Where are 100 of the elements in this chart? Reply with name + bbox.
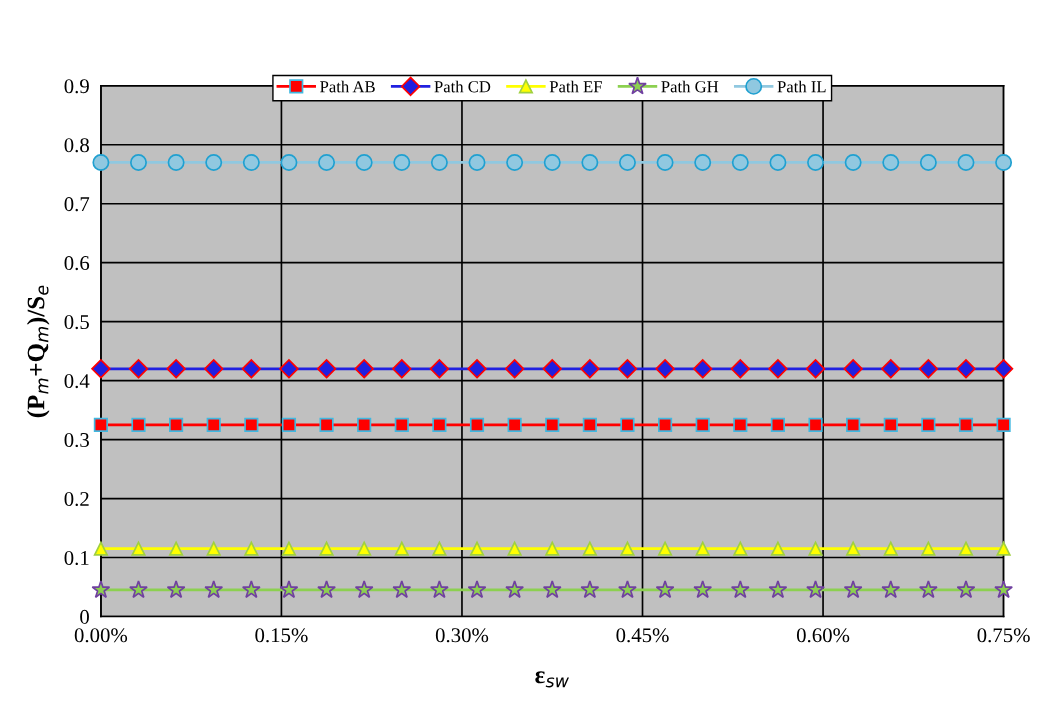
point	[808, 541, 823, 556]
y-tick-label: 0.3	[64, 432, 89, 448]
point	[469, 417, 485, 432]
point	[655, 580, 675, 599]
point	[921, 541, 936, 556]
point	[695, 417, 710, 432]
point	[206, 541, 221, 556]
point	[279, 359, 299, 379]
point	[281, 417, 297, 432]
point	[958, 417, 974, 432]
point	[693, 580, 713, 599]
point	[881, 580, 901, 599]
legend-label: Path GH	[661, 80, 719, 93]
point	[319, 541, 334, 556]
point	[582, 417, 597, 432]
point	[507, 417, 522, 432]
point	[166, 359, 186, 379]
point	[355, 153, 373, 171]
point	[806, 580, 825, 599]
point	[429, 359, 450, 379]
y-tick-label: 0.7	[64, 197, 90, 212]
point	[620, 417, 635, 432]
point	[131, 417, 146, 432]
y-tick-label: 0	[80, 609, 89, 624]
point	[918, 359, 939, 379]
point	[432, 541, 447, 556]
point	[504, 359, 525, 379]
point	[169, 541, 184, 556]
point	[432, 417, 447, 432]
point	[468, 153, 486, 171]
point	[694, 153, 712, 171]
point	[770, 417, 786, 432]
point	[731, 153, 749, 171]
point	[996, 541, 1011, 556]
point	[581, 153, 599, 171]
point	[657, 541, 673, 556]
point	[357, 417, 372, 432]
x-tick-label: 0.00%	[74, 628, 128, 643]
x-tick-label: 0.30%	[435, 628, 489, 643]
point	[808, 417, 823, 432]
y-tick-label: 0.1	[64, 550, 89, 566]
point	[204, 359, 224, 379]
point	[204, 580, 224, 599]
point	[244, 417, 259, 432]
point	[394, 541, 409, 556]
x-tick-label: 0.45%	[616, 628, 669, 643]
point	[319, 417, 334, 432]
point	[846, 541, 861, 556]
point	[769, 153, 787, 171]
y-tick-label: 0.5	[64, 315, 89, 330]
point	[91, 580, 111, 599]
y-tick-label: 0.2	[64, 491, 89, 507]
legend-label: Path AB	[320, 80, 375, 93]
point	[241, 359, 262, 379]
point	[429, 580, 449, 599]
point	[996, 417, 1011, 432]
point	[881, 359, 901, 379]
legend-label: Path CD	[434, 80, 491, 93]
point	[656, 153, 674, 171]
point	[883, 417, 898, 432]
point	[995, 153, 1013, 171]
point	[280, 153, 298, 171]
y-tick-label: 0.6	[64, 256, 90, 271]
point	[958, 541, 974, 556]
point	[994, 580, 1014, 599]
point	[393, 153, 411, 171]
point	[316, 359, 337, 379]
point	[846, 417, 861, 432]
point	[92, 153, 110, 171]
point	[844, 153, 862, 171]
point	[768, 580, 788, 599]
point	[843, 580, 863, 599]
point	[843, 359, 863, 379]
point	[392, 580, 412, 599]
point	[618, 580, 637, 599]
x-tick-label: 0.15%	[255, 628, 308, 643]
point	[657, 417, 673, 432]
point	[805, 359, 826, 379]
x-axis-title: ε$_{sw}$	[535, 671, 569, 688]
point	[543, 153, 561, 171]
y-tick-label: 0.4	[64, 374, 90, 389]
point	[580, 359, 600, 379]
point	[580, 580, 600, 599]
point	[807, 153, 825, 171]
point	[169, 417, 184, 432]
point	[130, 153, 147, 171]
point	[317, 580, 336, 599]
point	[430, 153, 448, 171]
point	[882, 153, 900, 171]
point	[883, 541, 898, 556]
point	[244, 541, 259, 556]
point	[467, 580, 487, 599]
point	[93, 417, 108, 432]
point	[919, 153, 937, 171]
point	[545, 541, 560, 556]
x-tick-label: 0.60%	[796, 628, 850, 643]
point	[354, 359, 374, 379]
point	[206, 417, 221, 432]
y-tick-label: 0.8	[64, 138, 89, 153]
point	[956, 580, 976, 599]
